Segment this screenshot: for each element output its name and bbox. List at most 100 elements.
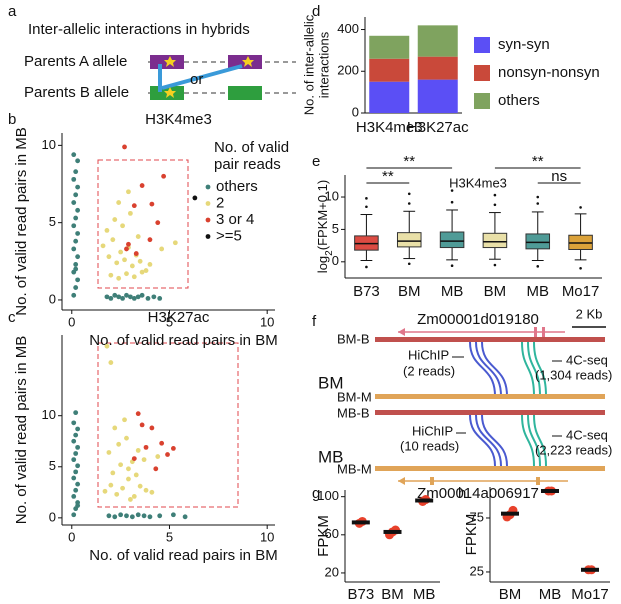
legend-swatch xyxy=(474,65,490,81)
point xyxy=(170,512,176,518)
bar-segment xyxy=(417,79,458,113)
x-tick-label: 5 xyxy=(166,529,173,544)
point xyxy=(127,497,133,502)
point xyxy=(126,241,131,247)
y-axis-label-part: log xyxy=(315,256,330,273)
point xyxy=(106,450,112,455)
point xyxy=(104,227,110,233)
y-axis-label: FPKM xyxy=(463,514,480,556)
point xyxy=(122,144,127,150)
point xyxy=(143,268,149,273)
point xyxy=(71,457,77,463)
hichip-link xyxy=(469,414,508,467)
point xyxy=(75,158,81,164)
gene-arrow xyxy=(398,477,405,485)
fourc-link xyxy=(521,414,547,467)
point xyxy=(71,512,77,518)
point xyxy=(73,410,79,416)
point xyxy=(75,277,81,283)
method-label: 4C-seq xyxy=(566,427,608,442)
point xyxy=(110,470,116,476)
point xyxy=(118,249,124,255)
x-axis-label: No. of valid read pairs in BM xyxy=(89,547,277,564)
y-axis-label: log2(FPKM+0.1) xyxy=(315,180,335,273)
allele-label: Parents B allele xyxy=(24,84,129,101)
hichip-link xyxy=(469,341,508,397)
track-label: MB-B xyxy=(337,405,370,420)
outlier xyxy=(536,202,540,205)
point xyxy=(170,445,176,451)
outlier xyxy=(407,262,411,266)
allele-label: Parents A allele xyxy=(24,53,127,70)
y-tick-label: 10 xyxy=(42,407,56,422)
point xyxy=(131,203,137,209)
point xyxy=(135,294,141,300)
point xyxy=(100,243,106,249)
point xyxy=(149,489,155,495)
point xyxy=(135,411,141,417)
legend-swatch xyxy=(474,37,490,53)
outlier xyxy=(450,264,454,267)
chart-title: H3K4me3 xyxy=(145,111,212,128)
panel-label: a xyxy=(8,3,17,20)
mean-bar xyxy=(383,529,402,534)
point xyxy=(133,472,139,478)
x-tick-label: BM xyxy=(484,283,507,300)
point xyxy=(120,223,125,229)
point xyxy=(116,200,122,205)
star xyxy=(164,56,176,67)
point xyxy=(192,195,198,201)
y-tick-label: 200 xyxy=(337,63,359,78)
or-label: or xyxy=(190,71,203,88)
y-axis-label-part: (FPKM+0.1) xyxy=(315,180,330,250)
point xyxy=(71,438,77,444)
point xyxy=(131,493,137,499)
point xyxy=(182,514,188,520)
point xyxy=(157,513,163,519)
point xyxy=(110,237,116,243)
outlier xyxy=(407,192,411,196)
point xyxy=(139,292,145,298)
point xyxy=(143,487,149,493)
outlier xyxy=(365,205,368,209)
point xyxy=(73,451,79,456)
point xyxy=(75,207,81,213)
track-label: BM-M xyxy=(337,389,372,404)
y-tick-label: 0 xyxy=(352,104,359,119)
x-tick-label: Mo17 xyxy=(571,586,609,603)
x-tick-label: Mo17 xyxy=(562,283,600,300)
point xyxy=(126,476,131,482)
outlier xyxy=(579,266,582,270)
point xyxy=(139,269,145,275)
mean-bar xyxy=(581,567,599,572)
box xyxy=(396,232,422,248)
y-tick-label: 0 xyxy=(49,509,56,524)
point xyxy=(75,184,81,190)
x-tick-label: BM xyxy=(381,586,404,603)
x-tick-label: 10 xyxy=(260,529,274,544)
exon xyxy=(542,327,545,337)
point xyxy=(73,215,79,221)
point xyxy=(149,201,155,207)
y-tick-label: 5 xyxy=(49,458,56,473)
point xyxy=(71,152,77,158)
point xyxy=(112,217,118,222)
point xyxy=(73,261,79,267)
significance-label: ns xyxy=(551,168,567,185)
y-tick-label: 5 xyxy=(49,214,56,229)
outlier xyxy=(536,195,540,199)
point xyxy=(151,294,157,300)
point xyxy=(122,257,127,263)
selection-box xyxy=(97,342,239,508)
y-tick-label: 60 xyxy=(325,526,339,541)
exon xyxy=(536,477,540,485)
x-tick-label: B73 xyxy=(353,283,380,300)
gene-arrow xyxy=(398,328,405,336)
y-tick-label: 25 xyxy=(470,563,484,578)
point xyxy=(71,246,77,252)
point xyxy=(108,360,114,365)
x-axis-label: No. of valid read pairs in BM xyxy=(89,332,277,349)
legend-label: others xyxy=(498,92,540,109)
